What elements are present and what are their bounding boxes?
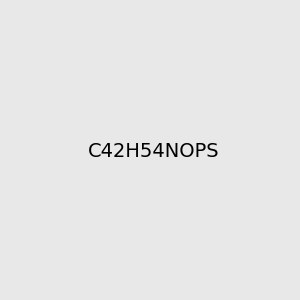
Text: C42H54NOPS: C42H54NOPS: [88, 142, 220, 161]
